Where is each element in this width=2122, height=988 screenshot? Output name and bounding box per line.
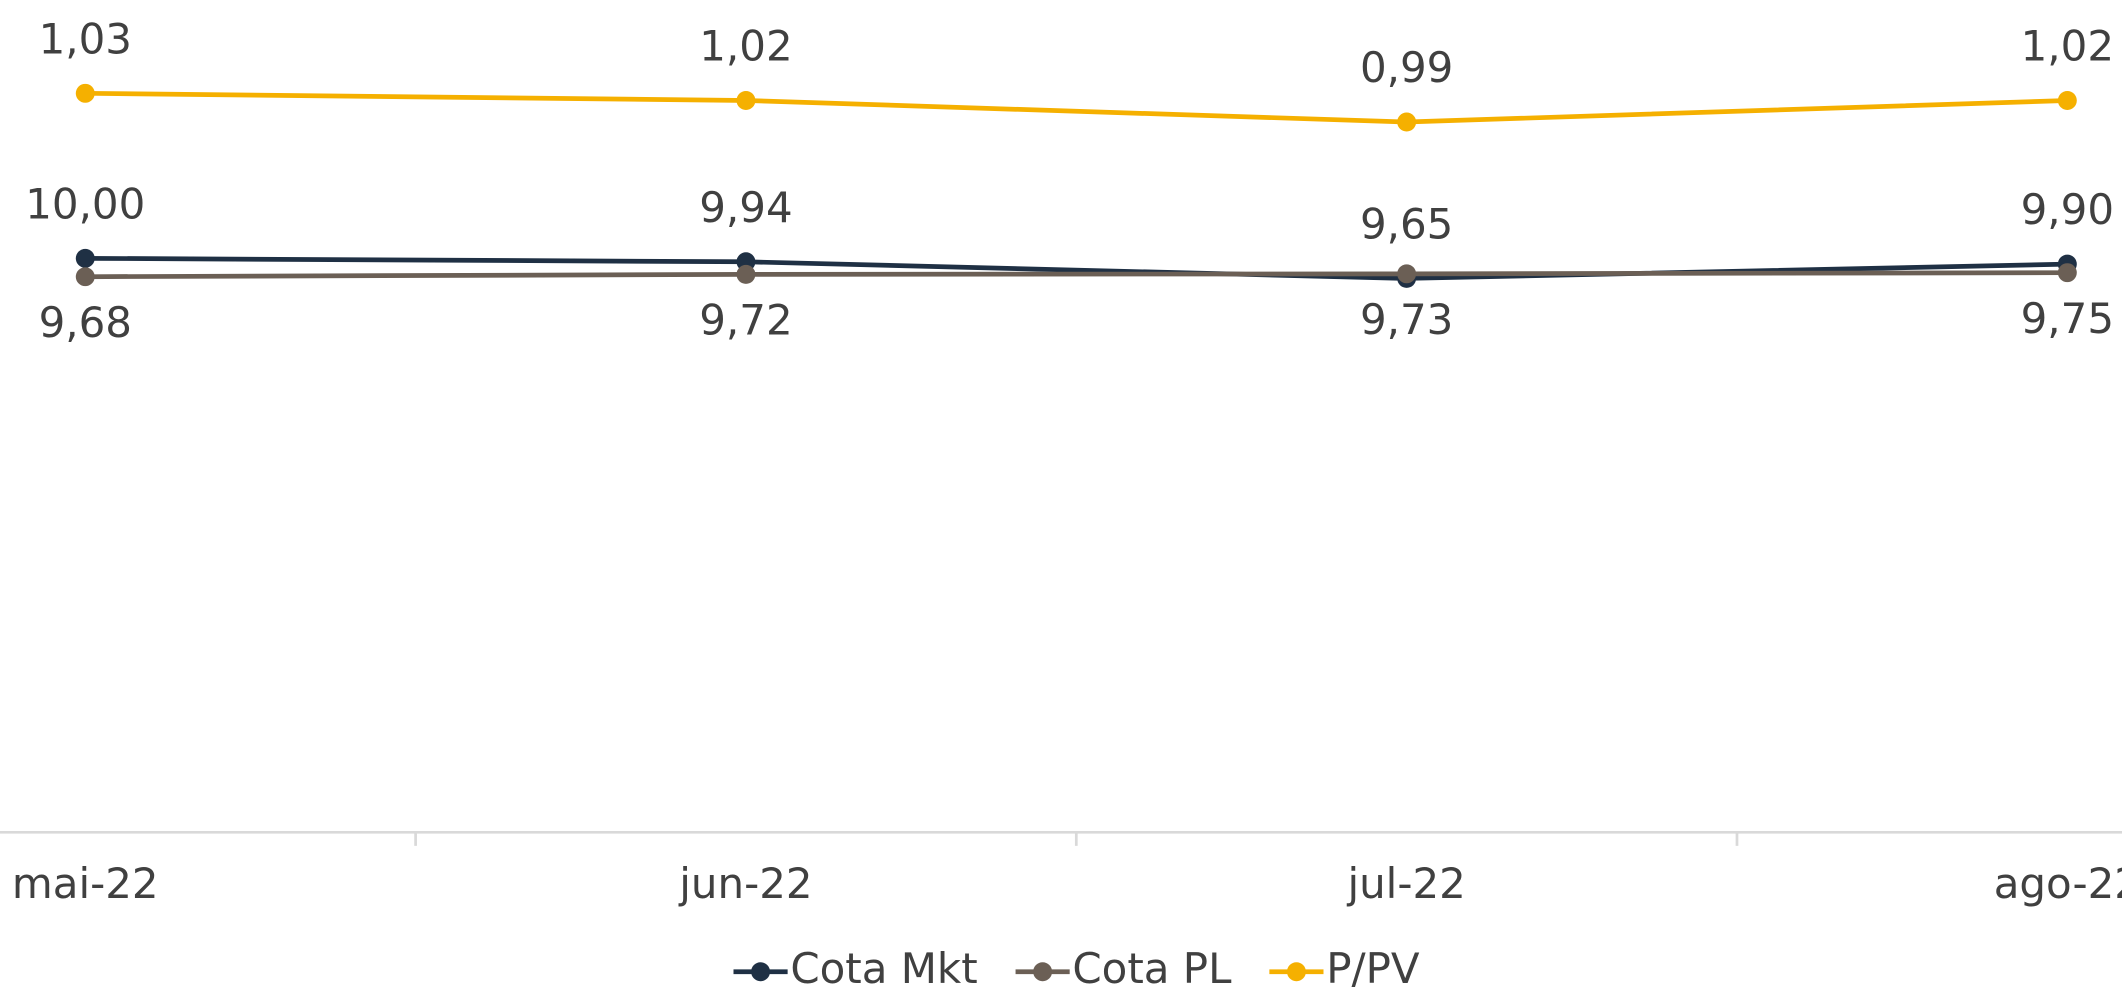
data-label: 0,99: [1360, 43, 1453, 92]
data-label: 1,02: [699, 22, 792, 71]
legend-label: P/PV: [1326, 944, 1420, 988]
data-point: [2057, 263, 2077, 283]
x-tick-label: mai-22: [12, 859, 159, 908]
legend-marker: [1033, 962, 1053, 982]
legend-label: Cota Mkt: [790, 944, 977, 988]
data-label: 9,75: [2021, 294, 2114, 343]
legend-marker: [1286, 962, 1306, 982]
legend-marker: [751, 962, 771, 982]
data-point: [75, 83, 95, 103]
x-tick-label: ago-22: [1994, 859, 2122, 908]
data-label: 9,65: [1360, 200, 1453, 249]
data-point: [75, 267, 95, 287]
data-label: 1,03: [39, 14, 132, 63]
data-point: [736, 264, 756, 284]
data-label: 10,00: [25, 179, 145, 228]
data-label: 9,90: [2021, 185, 2114, 234]
data-point: [1397, 112, 1417, 132]
x-tick-label: jun-22: [678, 859, 812, 908]
legend-label: Cota PL: [1072, 944, 1232, 988]
data-point: [2057, 91, 2077, 110]
data-point: [75, 248, 95, 268]
series-line: [85, 90, 2068, 125]
data-point: [736, 91, 756, 110]
data-label: 9,73: [1360, 295, 1453, 344]
data-point: [1397, 264, 1417, 284]
series-line: [85, 270, 2068, 280]
data-label: 1,02: [2021, 22, 2114, 71]
data-label: 9,94: [699, 183, 792, 232]
data-label: 9,68: [39, 298, 132, 347]
data-label: 9,72: [699, 296, 792, 345]
x-tick-label: jul-22: [1346, 859, 1465, 908]
